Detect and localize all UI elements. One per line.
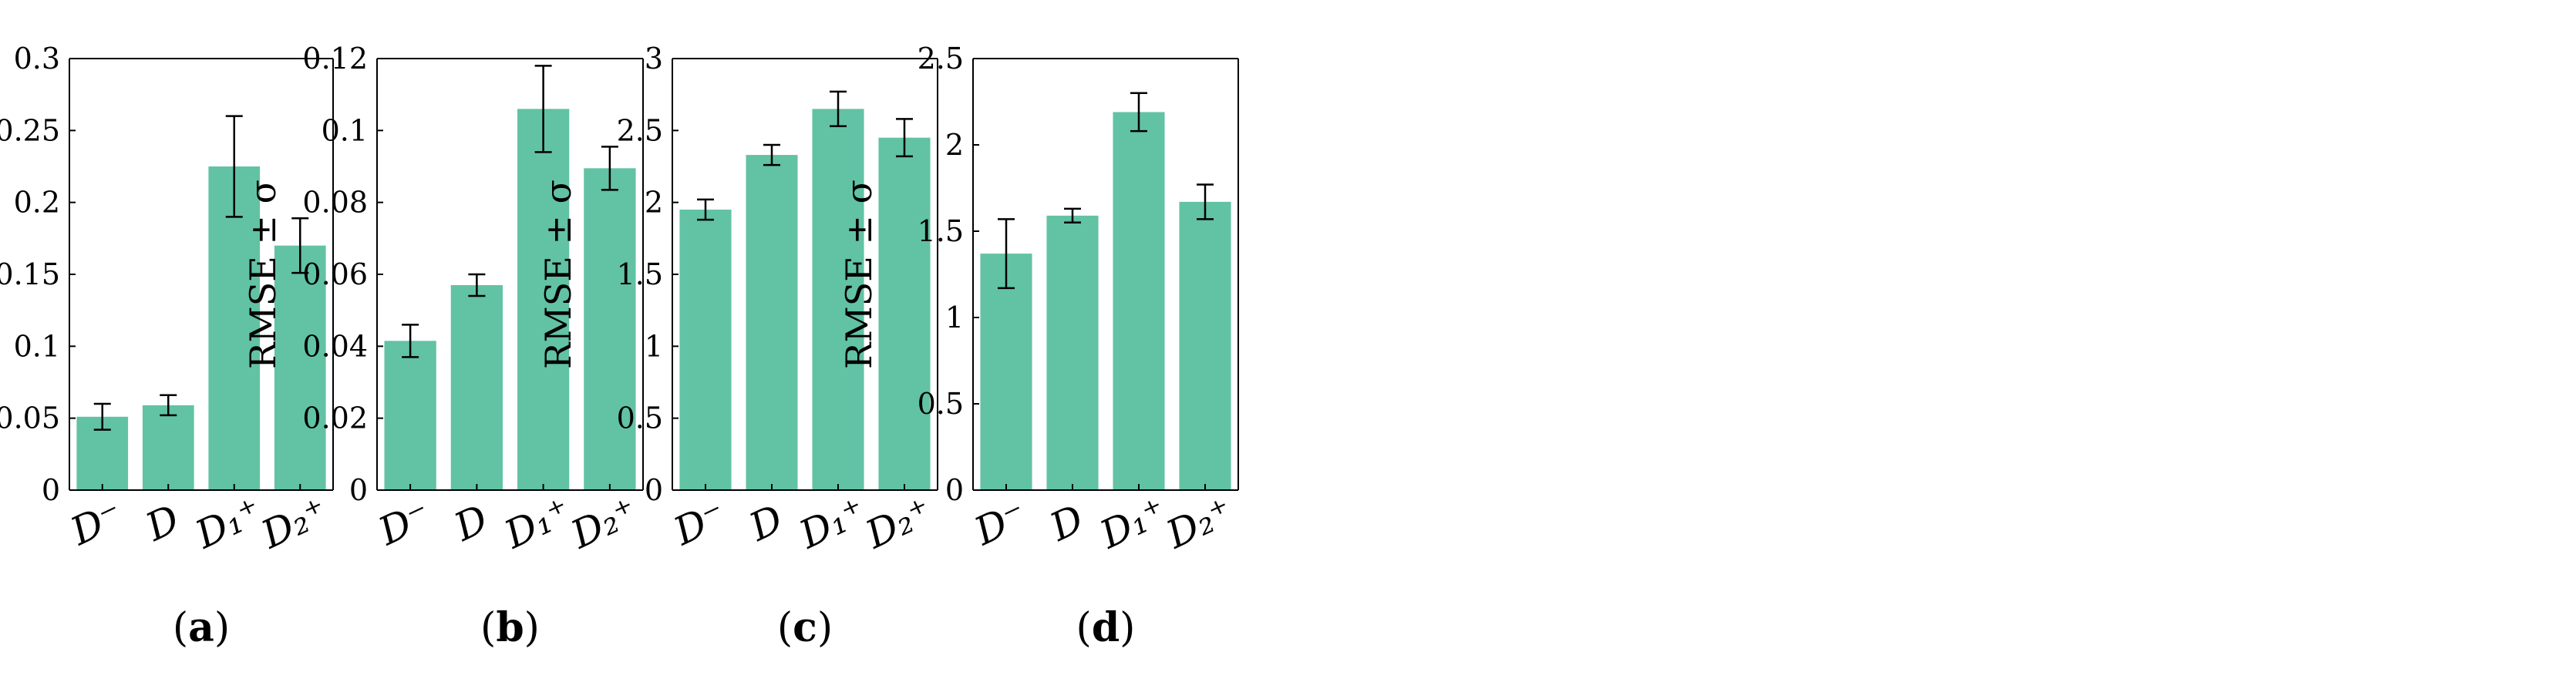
bar-3	[812, 109, 864, 491]
y-tick-label: 0.5	[617, 401, 663, 435]
error-bar-4	[896, 118, 913, 158]
bar-3	[1113, 112, 1165, 490]
error-bar-4	[291, 217, 309, 274]
y-tick-label: 0.1	[322, 113, 368, 147]
y-tick-label: 2	[945, 128, 964, 162]
error-bar-3	[225, 115, 243, 218]
y-tick-label: 0.08	[302, 186, 368, 220]
bar-1	[384, 341, 436, 490]
y-tick-label: 0.5	[918, 387, 964, 421]
panel-label: (a)	[173, 604, 230, 651]
bar-4	[1179, 201, 1231, 490]
y-tick-label: 2.5	[918, 42, 964, 76]
error-bar-2	[160, 394, 177, 417]
y-tick-label: 1	[645, 329, 663, 363]
panel-label: (c)	[777, 604, 833, 651]
y-tick-label: 2	[645, 186, 663, 220]
panel-label: (b)	[480, 604, 540, 651]
y-tick-label: 0.05	[0, 401, 60, 435]
y-tick-label: 0.3	[14, 42, 60, 76]
error-bar-3	[830, 90, 847, 127]
bar-2	[746, 155, 798, 491]
error-bar-3	[1130, 92, 1147, 133]
y-tick-label: 1.5	[617, 257, 663, 291]
y-axis-label: RMSE ± σ	[537, 180, 579, 369]
y-tick-label: 0.2	[14, 186, 60, 220]
error-bar-2	[1064, 207, 1081, 224]
x-tick-label: D⁻	[63, 492, 130, 554]
x-tick-label: D	[1042, 496, 1090, 550]
y-tick-label: 0.25	[0, 113, 60, 147]
y-tick-label: 1.5	[918, 214, 964, 248]
x-tick-label: D₂⁺	[254, 489, 335, 558]
y-tick-label: 3	[645, 42, 663, 76]
chart-panel-a: 0 0.05 0.1 0.15 0.2 0.25 0.3 D⁻DD₁⁺D₂⁺ RMSE ± σ (…	[0, 42, 335, 651]
y-tick-label: 0.15	[0, 257, 60, 291]
x-tick-label: D₁⁺	[497, 489, 577, 558]
x-tick-label: D	[139, 496, 187, 550]
y-tick-label: 2.5	[617, 113, 663, 147]
y-tick-label: 0	[945, 473, 964, 507]
chart-panel-b: 00.020.040.060.080.10.12D⁻ D D₁⁺D₂⁺RMSE ± …	[242, 42, 644, 651]
x-tick-label: D⁻	[968, 492, 1034, 554]
error-bar-4	[1197, 183, 1214, 220]
panel-label: (d)	[1076, 604, 1136, 651]
bar-4	[878, 137, 931, 490]
x-tick-label: D₂⁺	[858, 489, 938, 558]
error-bar-1	[998, 218, 1015, 290]
y-tick-label: 0	[645, 473, 663, 507]
bar-4	[274, 245, 326, 490]
x-tick-label: D	[447, 496, 495, 550]
error-bar-3	[534, 65, 552, 153]
y-tick-label: 0.1	[14, 329, 60, 363]
x-tick-label: D₂⁺	[1159, 489, 1239, 558]
error-bar-4	[601, 146, 618, 191]
bar-1	[980, 254, 1032, 490]
y-tick-label: 0.06	[302, 257, 368, 291]
x-tick-label: D₁⁺	[1093, 489, 1173, 558]
y-tick-label: 0	[42, 473, 60, 507]
y-tick-label: 0.12	[302, 42, 368, 76]
bar-2	[450, 285, 503, 490]
x-tick-label: D₂⁺	[564, 489, 644, 558]
y-tick-label: 0	[349, 473, 368, 507]
x-tick-label: D⁻	[372, 492, 438, 554]
error-bar-1	[93, 402, 111, 431]
bar-3	[517, 109, 570, 491]
error-bar-2	[468, 273, 486, 297]
error-bar-1	[402, 324, 419, 358]
x-tick-label: D₁⁺	[188, 489, 268, 558]
bar-2	[142, 405, 194, 490]
y-tick-label: 0.04	[302, 329, 368, 363]
bar-1	[679, 210, 732, 490]
error-bar-1	[697, 198, 714, 221]
bar-4	[584, 168, 636, 491]
bar-3	[208, 166, 261, 490]
y-tick-label: 0.02	[302, 401, 368, 435]
error-bar-2	[763, 143, 780, 166]
panels: 00.050.10.150.20.250.3D⁻DD₁⁺D₂⁺RMSE ± σ(…	[0, 42, 1239, 651]
y-tick-label: 1	[945, 301, 964, 334]
x-tick-label: D⁻	[667, 492, 733, 554]
x-tick-label: D	[742, 496, 790, 550]
y-axis-label: RMSE ± σ	[838, 180, 880, 369]
y-axis-label: RMSE ± σ	[242, 180, 284, 369]
bar-2	[1046, 215, 1099, 490]
x-tick-label: D₁⁺	[792, 489, 872, 558]
